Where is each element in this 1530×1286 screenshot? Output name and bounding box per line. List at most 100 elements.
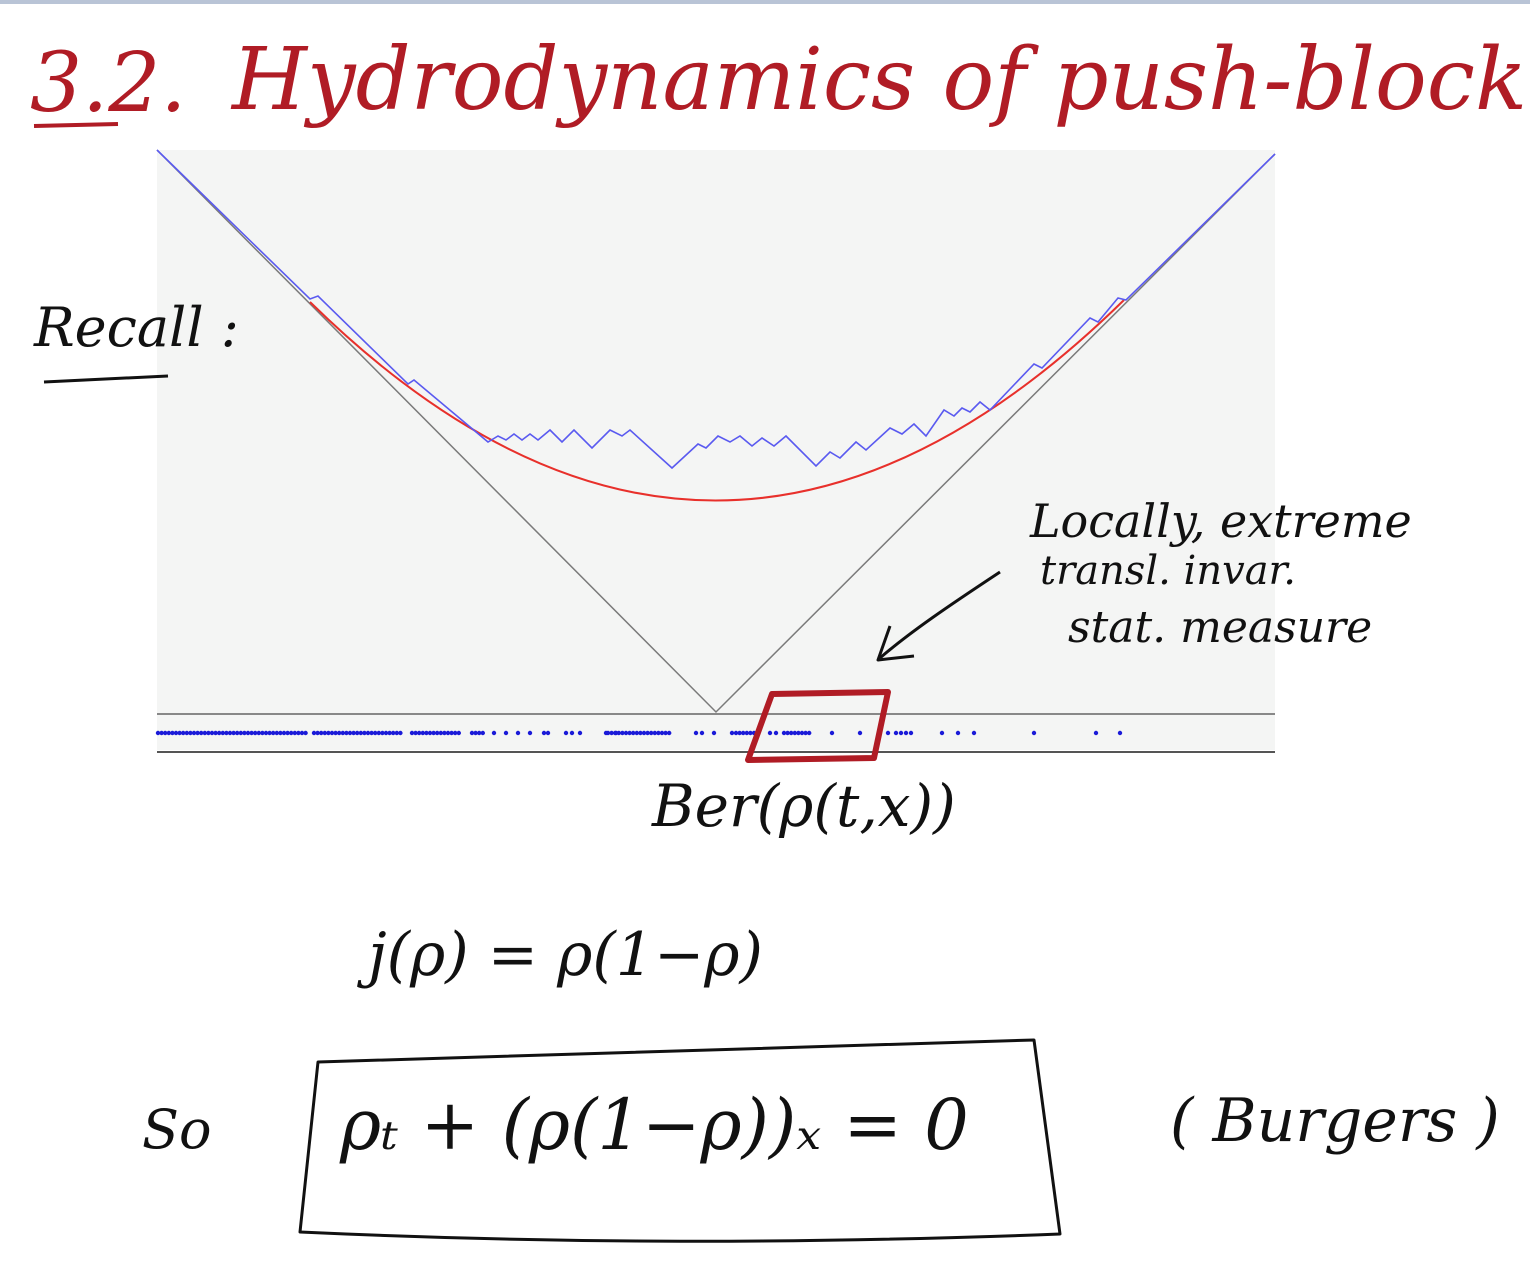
particle-dot	[303, 730, 308, 736]
particle-dot	[217, 730, 222, 736]
particle-dot	[191, 730, 197, 736]
particle-dot	[711, 730, 717, 736]
particle-dot	[620, 730, 625, 736]
flux-equation: j(ρ) = ρ(1−ρ)	[368, 920, 763, 990]
particle-dot	[365, 730, 371, 736]
particle-dot	[326, 730, 331, 736]
particle-dot	[299, 730, 305, 736]
equation-box	[298, 1038, 1062, 1243]
particle-dot	[741, 730, 746, 736]
particle-dot	[253, 730, 258, 736]
particle-dot	[245, 730, 251, 736]
particle-dot	[652, 730, 657, 736]
limit-shape-curve	[309, 299, 1125, 502]
section-title: Hydrodynamics of push-block.	[232, 30, 1530, 130]
annotation-line-1: Locally, extreme	[1030, 494, 1412, 548]
particle-dot	[792, 730, 797, 736]
particle-dot	[903, 730, 909, 736]
particle-dot	[541, 730, 547, 736]
particle-dot	[1031, 730, 1037, 736]
particle-dot	[420, 730, 425, 736]
particle-dot	[781, 730, 787, 736]
particle-dot	[609, 730, 614, 736]
particle-dot	[358, 730, 363, 736]
particle-dot	[515, 730, 521, 736]
annotation-line-3: stat. measure	[1068, 602, 1373, 653]
particle-dot	[394, 730, 399, 736]
particle-dot	[260, 730, 265, 736]
particle-dot	[767, 730, 773, 736]
particle-dot	[480, 730, 485, 736]
particle-dot	[319, 730, 324, 736]
particle-dot	[799, 730, 805, 736]
particle-dot	[527, 730, 533, 736]
particle-dot	[908, 730, 914, 736]
particle-dot	[173, 730, 179, 736]
particle-dot	[181, 730, 186, 736]
particle-dot	[659, 730, 665, 736]
particle-dot	[427, 730, 433, 736]
particle-dot	[603, 730, 609, 736]
particle-dot	[199, 730, 204, 736]
particle-dot	[296, 730, 301, 736]
particle-dot	[274, 730, 279, 736]
particle-dot	[789, 730, 794, 736]
particle-dot	[569, 730, 575, 736]
particle-dot	[857, 730, 863, 736]
particle-dot	[663, 730, 668, 736]
particle-dot	[435, 730, 440, 736]
particle-dot	[322, 730, 327, 736]
particle-dot	[785, 730, 790, 736]
plot-background	[157, 150, 1275, 750]
particle-dot	[315, 730, 320, 736]
particle-dot	[289, 730, 294, 736]
particle-dot	[491, 730, 497, 736]
particle-dot	[803, 730, 808, 736]
particle-dot	[885, 730, 891, 736]
particle-dot	[224, 730, 229, 736]
particle-dot	[242, 730, 247, 736]
particle-dot	[477, 730, 482, 736]
particle-dot	[898, 730, 904, 736]
particle-dot	[267, 730, 272, 736]
particle-dot	[355, 730, 360, 736]
recall-label: Recall :	[34, 296, 239, 359]
particle-dot	[351, 730, 356, 736]
particle-dot	[699, 730, 705, 736]
particle-dot	[220, 730, 225, 736]
particle-dot	[955, 730, 961, 736]
particle-dot	[417, 730, 422, 736]
annotation-line-2: transl. invar.	[1040, 548, 1296, 594]
particle-dot	[177, 730, 182, 736]
particle-dot	[623, 730, 629, 736]
particle-dot	[347, 730, 353, 736]
particle-dot	[469, 730, 475, 736]
particle-dot	[263, 730, 269, 736]
particle-dot	[238, 730, 243, 736]
particle-dot	[503, 730, 509, 736]
particle-dot	[231, 730, 236, 736]
particle-dot	[748, 730, 753, 736]
light-cone	[156, 149, 1276, 714]
annotation-arrowhead	[876, 625, 915, 662]
particle-dot	[271, 730, 276, 736]
particle-dot	[333, 730, 338, 736]
particle-dot	[170, 730, 175, 736]
recall-underline	[43, 374, 169, 384]
burgers-equation: ρₜ + (ρ(1−ρ))ₓ = 0	[340, 1084, 969, 1166]
top-rule	[0, 0, 1530, 4]
particle-dot	[398, 730, 403, 736]
particle-dot	[438, 730, 443, 736]
particle-dot	[737, 730, 742, 736]
particle-dot	[729, 730, 735, 736]
bernoulli-label: Ber(ρ(t,x))	[652, 772, 956, 840]
particle-dot	[638, 730, 643, 736]
so-label: So	[142, 1098, 212, 1161]
particle-dot	[796, 730, 801, 736]
particle-dot	[807, 730, 812, 736]
particle-dot	[329, 730, 335, 736]
particle-dot	[376, 730, 381, 736]
particle-dot	[380, 730, 385, 736]
